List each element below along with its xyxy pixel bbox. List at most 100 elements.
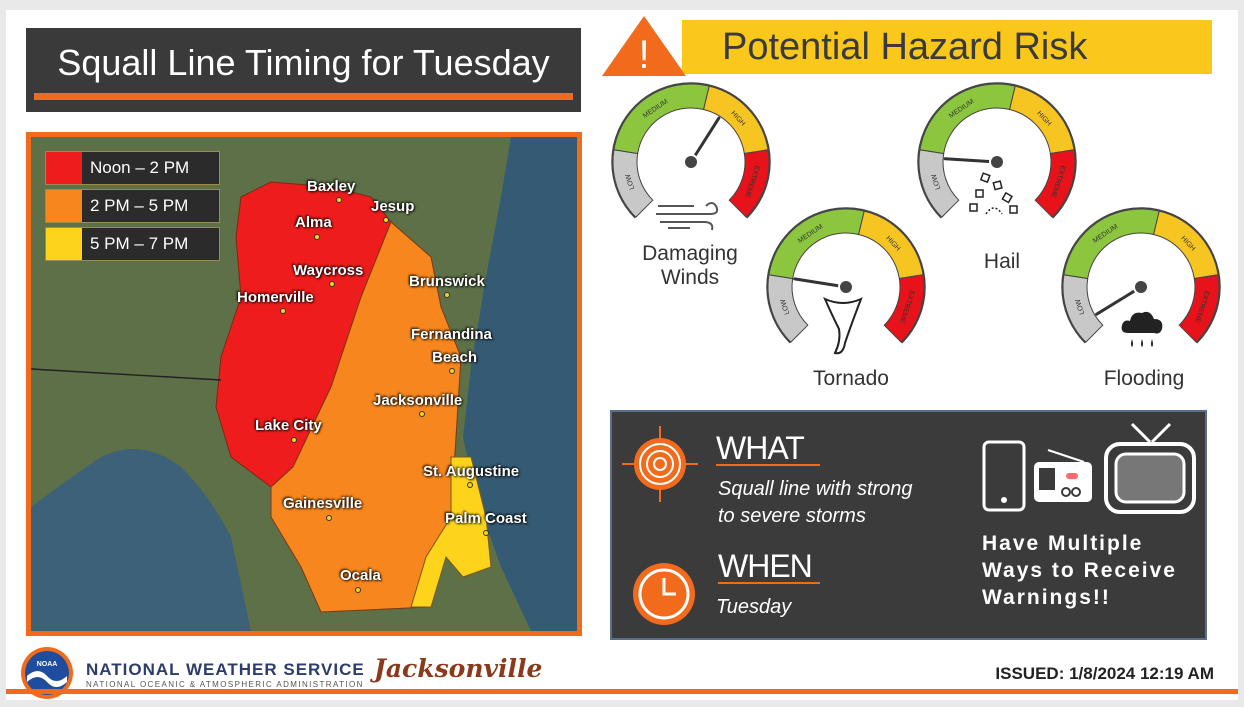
city-dot xyxy=(329,281,335,287)
gauge-band-extreme xyxy=(883,274,925,343)
city-brunswick: Brunswick xyxy=(409,273,485,290)
when-underline xyxy=(718,582,820,584)
legend-label: 5 PM – 7 PM xyxy=(90,234,189,253)
gauge-band-extreme xyxy=(1178,274,1220,343)
gauge-hub xyxy=(838,279,854,295)
hazard-header: Potential Hazard Risk ! xyxy=(602,14,1214,78)
legend-item-2pm-5pm: 2 PM – 5 PM xyxy=(45,189,220,223)
hail-icon xyxy=(969,172,1018,215)
when-heading: WHEN xyxy=(718,548,813,584)
legend-item-noon-2pm: Noon – 2 PM xyxy=(45,151,220,185)
gauge-hub xyxy=(1133,279,1149,295)
issued-timestamp: ISSUED: 1/8/2024 12:19 AM xyxy=(995,664,1214,683)
city-palm-coast: Palm Coast xyxy=(445,510,527,527)
warnings-message: Have Multiple Ways to Receive Warnings!! xyxy=(982,530,1207,611)
gauge-rim xyxy=(917,82,1077,242)
zone-5pm-7pm xyxy=(410,456,492,608)
title-underline xyxy=(34,93,573,100)
gauge-label-line: Winds xyxy=(660,266,720,289)
gauge-band-extreme xyxy=(1034,149,1076,218)
gauge-hub xyxy=(989,154,1005,170)
gauge-rim xyxy=(766,207,926,367)
city-dot xyxy=(383,217,389,223)
state-line xyxy=(31,368,222,381)
map-graphic xyxy=(31,137,577,631)
city-dot xyxy=(467,482,473,488)
nws-name: NATIONAL WEATHER SERVICE xyxy=(86,660,365,679)
city-dot xyxy=(280,308,286,314)
noaa-name: NATIONAL OCEANIC & ATMOSPHERIC ADMINISTR… xyxy=(86,680,364,689)
warnings-line: Warnings!! xyxy=(982,586,1111,609)
gulf-water xyxy=(31,449,251,631)
gauge-rim xyxy=(611,82,771,242)
tornado-icon xyxy=(823,297,863,355)
noaa-logo: NOAA xyxy=(21,647,73,699)
gauge-rim xyxy=(1061,207,1221,367)
slide: Squall Line Timing for Tuesday Noon – 2 … xyxy=(6,10,1238,700)
what-line: Squall line with strong xyxy=(718,478,913,500)
tv-icon xyxy=(1104,422,1196,514)
zone-2pm-5pm xyxy=(270,221,462,613)
gauge-needle xyxy=(793,277,848,289)
noaa-logo-text: NOAA xyxy=(37,661,58,668)
hazard-title-bar: Potential Hazard Risk xyxy=(682,20,1212,74)
legend-item-5pm-7pm: 5 PM – 7 PM xyxy=(45,227,220,261)
phone-icon xyxy=(982,440,1026,512)
gauge-hub xyxy=(683,154,699,170)
what-line: to severe storms xyxy=(718,505,866,527)
city-ocala: Ocala xyxy=(340,567,381,584)
warning-exclamation: ! xyxy=(638,33,649,77)
city-fernandina-beach: Beach xyxy=(432,349,478,366)
hazard-title: Potential Hazard Risk xyxy=(722,26,1088,68)
gauge-band-extreme xyxy=(728,149,770,218)
target-icon xyxy=(622,426,698,502)
gauge-damaging-winds: LOW MEDIUM HIGH EXTREME Damaging Winds xyxy=(606,82,776,289)
legend-swatch-red xyxy=(46,152,82,184)
warnings-line: Have Multiple xyxy=(982,532,1144,555)
what-underline xyxy=(716,464,820,466)
rain-cloud-icon xyxy=(1121,311,1163,347)
gauge-tick-label: LOW xyxy=(1075,298,1087,316)
wind-icon xyxy=(656,202,719,231)
what-description: Squall line with strong to severe storms xyxy=(718,476,968,530)
clock-icon xyxy=(633,563,695,625)
gauge-needle xyxy=(943,157,999,164)
city-st-augustine: St. Augustine xyxy=(423,463,520,480)
when-description: Tuesday xyxy=(716,596,792,618)
city-dot xyxy=(291,437,297,443)
city-lake-city: Lake City xyxy=(255,417,322,434)
gauge-label-damaging-winds: Damaging Winds xyxy=(600,242,780,290)
city-baxley: Baxley xyxy=(307,178,356,195)
gauge-tick-label: LOW xyxy=(625,173,637,191)
gauge-tick-label: LOW xyxy=(780,298,792,316)
warnings-line: Ways to Receive xyxy=(982,559,1177,582)
city-jesup: Jesup xyxy=(371,198,415,215)
city-alma: Alma xyxy=(295,214,332,231)
gauge-label-line: Damaging xyxy=(642,242,738,265)
city-dot xyxy=(355,587,361,593)
gauge-flooding: LOW MEDIUM HIGH EXTREME Flooding xyxy=(1056,207,1226,390)
gauge-needle xyxy=(689,116,721,164)
gauge-label-hail: Hail xyxy=(983,250,1021,273)
city-dot xyxy=(444,292,450,298)
radio-icon xyxy=(1034,449,1092,502)
legend-label: 2 PM – 5 PM xyxy=(90,196,189,215)
city-fernandina: Fernandina xyxy=(411,326,492,343)
gauge-needle xyxy=(1095,285,1143,316)
gauge-tick-label: LOW xyxy=(931,173,943,191)
city-gainesville: Gainesville xyxy=(283,495,363,512)
info-panel: WHAT Squall line with strong to severe s… xyxy=(610,410,1207,640)
what-heading: WHAT xyxy=(716,430,805,466)
gauge-hail: LOW MEDIUM HIGH EXTREME Hail xyxy=(912,82,1082,273)
legend-swatch-yellow xyxy=(46,228,82,260)
page-title: Squall Line Timing for Tuesday xyxy=(57,42,550,83)
office-name: Jacksonville xyxy=(374,654,543,683)
city-dot xyxy=(449,368,455,374)
legend-swatch-orange xyxy=(46,190,82,222)
title-banner: Squall Line Timing for Tuesday xyxy=(26,28,581,112)
city-dot xyxy=(483,530,489,536)
city-dot xyxy=(336,197,342,203)
